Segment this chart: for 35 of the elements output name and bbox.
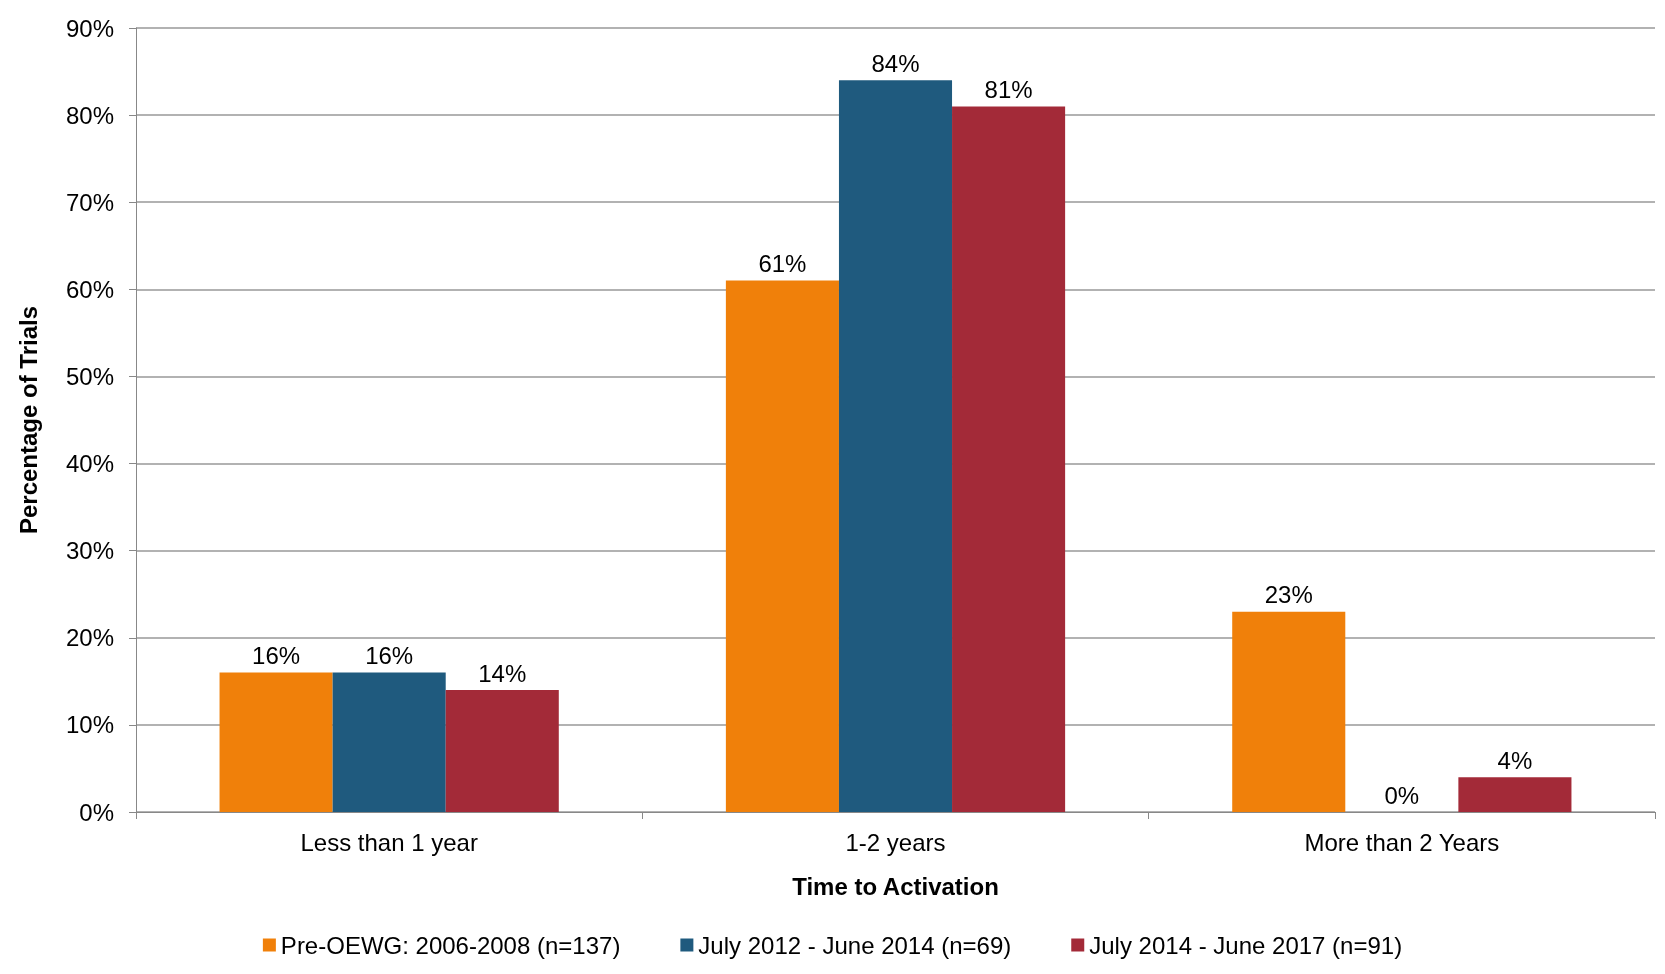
- legend-label: Pre-OEWG: 2006-2008 (n=137): [280, 931, 621, 959]
- y-tick-label: 50%: [65, 362, 114, 390]
- y-tick-label: 30%: [65, 537, 114, 565]
- data-label: 84%: [871, 49, 920, 77]
- data-label: 23%: [1264, 581, 1313, 609]
- bar: [1458, 777, 1572, 812]
- y-axis-title: Percentage of Trials: [14, 305, 42, 535]
- bar: [952, 106, 1066, 812]
- x-tick-label: 1-2 years: [845, 828, 946, 856]
- data-label: 0%: [1384, 781, 1420, 809]
- data-label: 4%: [1497, 746, 1533, 774]
- data-label: 16%: [252, 642, 301, 670]
- bar: [219, 672, 333, 812]
- data-label: 14%: [478, 659, 527, 687]
- y-tick-label: 10%: [65, 711, 114, 739]
- x-tick-label: More than 2 Years: [1304, 828, 1500, 856]
- y-tick-label: 40%: [65, 450, 114, 478]
- data-label: 81%: [984, 75, 1033, 103]
- bar: [1232, 611, 1346, 812]
- legend-label: July 2014 - June 2017 (n=91): [1089, 931, 1403, 959]
- bar: [838, 80, 953, 812]
- y-tick-label: 90%: [65, 14, 114, 42]
- data-label: 61%: [758, 250, 807, 278]
- legend-label: July 2012 - June 2014 (n=69): [698, 931, 1012, 959]
- y-tick-label: 60%: [65, 275, 114, 303]
- y-tick-label: 0%: [79, 798, 114, 826]
- x-axis-title: Time to Activation: [792, 872, 999, 900]
- y-tick-label: 70%: [65, 188, 114, 216]
- y-tick-label: 20%: [65, 624, 114, 652]
- x-tick-label: Less than 1 year: [300, 828, 478, 856]
- bar: [332, 672, 446, 812]
- y-tick-label: 80%: [65, 101, 114, 129]
- bar: [445, 690, 559, 812]
- bar: [725, 280, 839, 812]
- data-label: 16%: [365, 642, 414, 670]
